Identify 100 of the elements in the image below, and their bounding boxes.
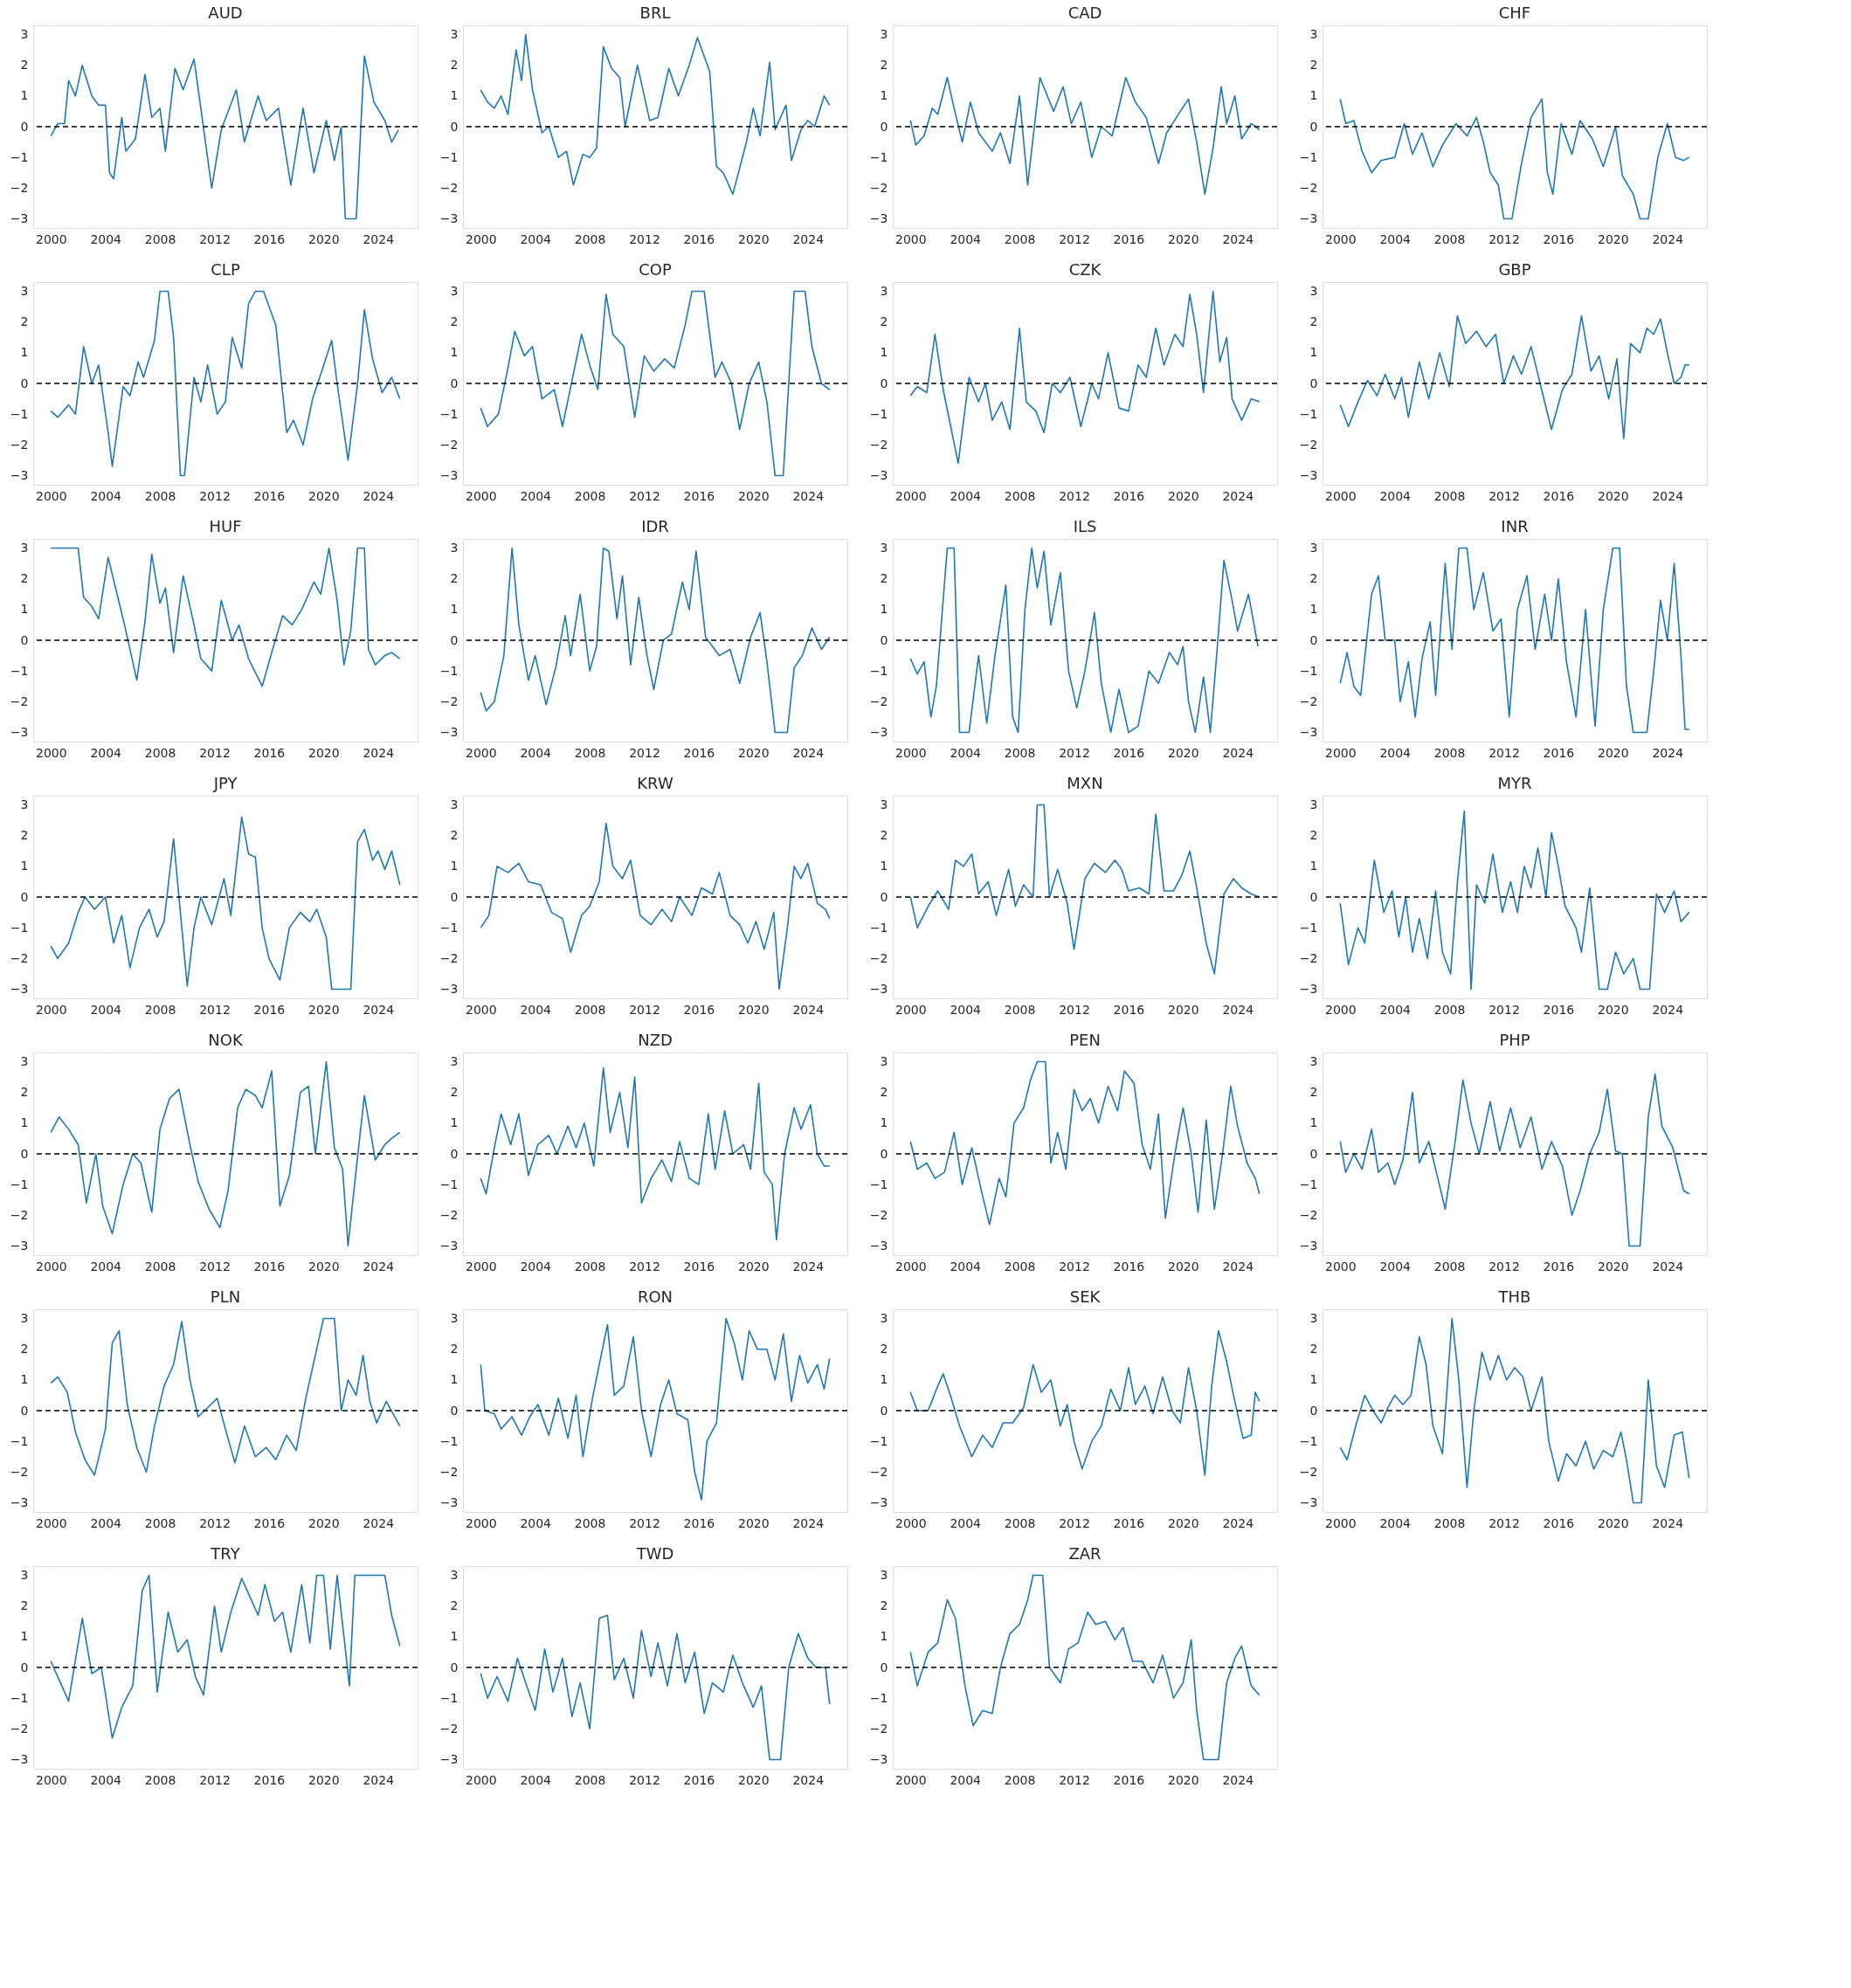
y-tick-label: −1 (869, 149, 888, 164)
line-series (909, 1574, 1260, 1761)
x-tick-label: 2000 (35, 488, 67, 503)
y-tick-label: 3 (450, 284, 459, 299)
y-tick-label: −3 (10, 981, 29, 996)
y-tick-label: 1 (1309, 345, 1318, 360)
y-tick-label: −2 (1299, 1207, 1318, 1222)
x-tick-label: 2000 (894, 1515, 927, 1530)
x-tick-label: 2008 (1433, 745, 1466, 760)
line-series (909, 804, 1260, 975)
y-tick-label: 3 (1309, 27, 1318, 42)
x-tick-label: 2020 (1598, 488, 1629, 503)
y-tick-label: 1 (880, 1629, 888, 1644)
y-tick-label: −2 (1299, 437, 1318, 452)
y-tick-label: −1 (10, 1177, 29, 1191)
x-tick-label: 2020 (738, 745, 770, 760)
y-tick-label: −3 (10, 211, 29, 225)
x-tick-label: 2012 (1488, 1259, 1520, 1274)
y-tick-label: 0 (880, 889, 888, 904)
y-tick-label: −3 (1299, 211, 1318, 225)
y-tick-label: −2 (439, 694, 459, 708)
chart-title: GBP (1498, 260, 1531, 279)
y-tick-label: −3 (1299, 981, 1318, 996)
y-tick-label: 2 (450, 828, 459, 843)
x-tick-label: 2004 (1379, 231, 1412, 246)
y-tick-label: 2 (1309, 828, 1318, 843)
x-tick-label: 2012 (629, 1259, 660, 1274)
y-tick-label: −1 (439, 1177, 459, 1191)
x-tick-label: 2008 (574, 488, 606, 503)
x-tick-label: 2012 (199, 1515, 231, 1530)
line-series (50, 290, 401, 477)
y-tick-label: −2 (869, 950, 888, 965)
y-tick-label: −3 (869, 1494, 888, 1509)
x-tick-label: 2024 (1652, 1515, 1684, 1530)
y-tick-label: 1 (450, 88, 459, 103)
x-tick-label: 2008 (1004, 1772, 1036, 1787)
y-tick-label: 3 (880, 541, 888, 556)
y-tick-label: 2 (1309, 571, 1318, 586)
chart-title: SEK (1069, 1287, 1102, 1306)
y-tick-label: 1 (20, 1372, 29, 1387)
y-tick-label: 2 (20, 58, 29, 72)
y-tick-label: 1 (1309, 88, 1318, 103)
y-tick-label: −3 (1299, 724, 1318, 739)
x-tick-label: 2024 (1652, 1002, 1684, 1017)
chart-title: CAD (1067, 3, 1102, 22)
y-tick-label: −1 (439, 663, 459, 678)
chart-title: CLP (211, 260, 240, 279)
x-tick-label: 2012 (199, 488, 231, 503)
y-tick-label: −2 (439, 950, 459, 965)
x-tick-label: 2004 (950, 1772, 982, 1787)
line-series (909, 76, 1260, 196)
x-tick-label: 2020 (1168, 488, 1199, 503)
x-tick-label: 2024 (1652, 745, 1684, 760)
y-tick-label: 2 (450, 1598, 459, 1613)
x-tick-label: 2000 (465, 1772, 497, 1787)
line-series (480, 1066, 831, 1241)
y-tick-label: 3 (1309, 284, 1318, 299)
y-tick-label: 0 (450, 119, 459, 134)
x-tick-label: 2004 (90, 488, 122, 503)
line-series (50, 547, 401, 687)
y-tick-label: 3 (20, 284, 29, 299)
y-tick-label: 1 (880, 345, 888, 360)
x-tick-label: 2004 (90, 1259, 122, 1274)
x-tick-label: 2012 (199, 231, 231, 246)
y-tick-label: 0 (20, 119, 29, 134)
x-tick-label: 2012 (629, 231, 660, 246)
x-tick-label: 2004 (950, 488, 982, 503)
y-tick-label: 2 (450, 1085, 459, 1100)
x-tick-label: 2012 (199, 745, 231, 760)
y-tick-label: 1 (880, 1115, 888, 1130)
chart-title: MYR (1497, 774, 1532, 792)
x-tick-label: 2016 (1113, 231, 1145, 246)
x-tick-label: 2016 (1113, 745, 1145, 760)
x-tick-label: 2004 (1379, 745, 1412, 760)
y-tick-label: −2 (439, 180, 459, 195)
x-tick-label: 2008 (574, 745, 606, 760)
x-tick-label: 2000 (35, 1772, 67, 1787)
x-tick-label: 2008 (1004, 231, 1036, 246)
x-tick-label: 2004 (520, 1002, 552, 1017)
x-tick-label: 2016 (1543, 1259, 1575, 1274)
y-tick-label: 1 (1309, 1372, 1318, 1387)
x-tick-label: 2000 (1324, 745, 1357, 760)
y-tick-label: −3 (439, 981, 459, 996)
x-tick-label: 2016 (253, 1002, 286, 1017)
y-tick-label: −3 (10, 1494, 29, 1509)
y-tick-label: −3 (439, 1751, 459, 1766)
x-tick-label: 2000 (465, 488, 497, 503)
y-tick-label: −2 (10, 694, 29, 708)
y-tick-label: −1 (869, 920, 888, 935)
x-tick-label: 2024 (792, 1772, 825, 1787)
x-tick-label: 2000 (465, 231, 497, 246)
x-tick-label: 2004 (520, 1259, 552, 1274)
x-tick-label: 2016 (683, 1002, 715, 1017)
y-tick-label: −3 (10, 1751, 29, 1766)
x-tick-label: 2016 (1543, 1515, 1575, 1530)
y-tick-label: 2 (1309, 314, 1318, 329)
line-series (50, 1317, 401, 1476)
y-tick-label: 2 (20, 571, 29, 586)
y-tick-label: 2 (450, 1342, 459, 1356)
x-tick-label: 2012 (1488, 488, 1520, 503)
